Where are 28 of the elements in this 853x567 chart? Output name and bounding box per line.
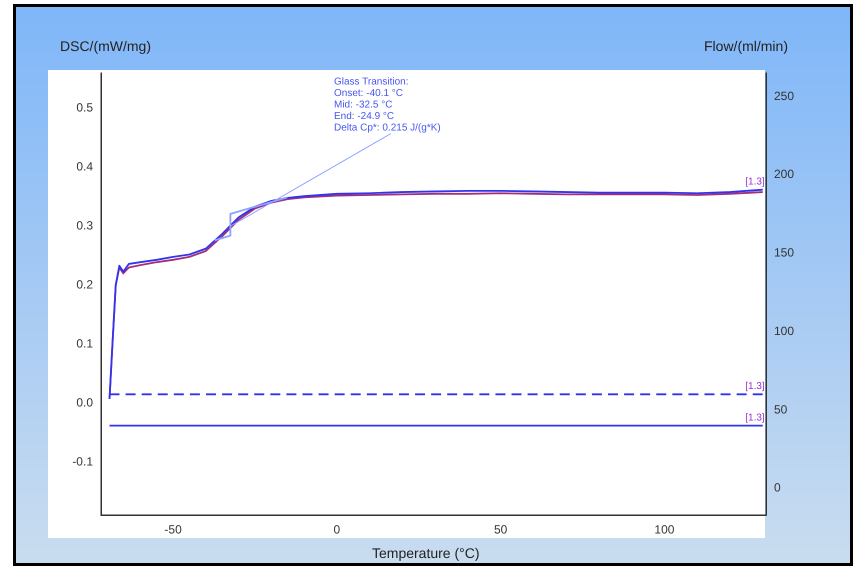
y-axis-title: DSC/(mW/mg) <box>60 38 151 54</box>
y2-axis-title: Flow/(ml/min) <box>704 38 788 54</box>
x-tick-label: -50 <box>164 522 182 537</box>
y-tick-label: 0.0 <box>76 395 94 410</box>
y2-tick-label: 250 <box>774 88 794 103</box>
y2-tick-label: 200 <box>774 167 794 182</box>
annotation: Mid: -32.5 °C <box>334 99 392 110</box>
y-tick-label: 0.1 <box>76 336 94 350</box>
x-tick-label: 100 <box>654 522 675 537</box>
y2-tick-label: 0 <box>774 480 781 495</box>
series-label: [1.3] <box>745 381 765 392</box>
y2-tick-label: 50 <box>774 402 788 416</box>
x-tick-label: 50 <box>494 522 508 537</box>
series-label: [1.3] <box>745 412 765 424</box>
annotation: End: -24.9 °C <box>334 110 394 122</box>
y-tick-label: 0.5 <box>76 100 94 115</box>
x-tick-label: 0 <box>334 522 341 537</box>
y-tick-label: -0.1 <box>72 454 94 468</box>
annotation: Delta Cp*: 0.215 J/(g*K) <box>334 122 441 134</box>
y-tick-label: 0.3 <box>76 218 94 233</box>
y-tick-label: 0.2 <box>76 277 94 292</box>
annotation: Onset: -40.1 °C <box>334 88 404 99</box>
y2-tick-label: 100 <box>774 324 794 338</box>
x-axis-title: Temperature (°C) <box>372 545 480 561</box>
y-tick-label: 0.4 <box>76 160 94 174</box>
y2-tick-label: 150 <box>774 246 794 260</box>
annotation: Glass Transition: <box>334 76 408 88</box>
series-label: [1.3] <box>745 176 765 188</box>
